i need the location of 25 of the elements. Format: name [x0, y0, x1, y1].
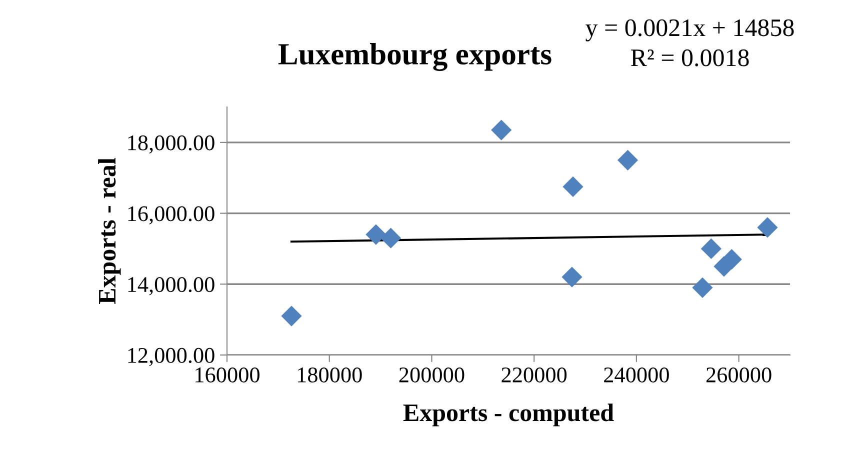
point [380, 228, 402, 248]
y-tick-label: 14,000.00 [128, 277, 214, 296]
point [617, 150, 638, 170]
x-tick-label: 240000 [604, 367, 669, 382]
point [491, 120, 512, 140]
y-tick-label: 18,000.00 [128, 135, 214, 154]
text: R² = 0.0018 [630, 49, 749, 66]
point [366, 224, 386, 245]
point [757, 217, 778, 238]
x-axis-title: Exports - computed [403, 404, 614, 426]
chart-title: Luxembourg exports [278, 43, 552, 71]
x-tick-label: 260000 [706, 367, 772, 382]
x-tick-label: 200000 [399, 367, 464, 382]
y-tick-label: 12,000.00 [128, 348, 214, 366]
y-tick-label: 16,000.00 [128, 206, 214, 224]
point [692, 277, 713, 298]
x-tick-label: 160000 [196, 367, 260, 382]
x-tick-label: 180000 [298, 367, 362, 382]
point [700, 238, 722, 260]
x-tick-label: 220000 [502, 367, 567, 382]
point [562, 176, 584, 198]
point [562, 266, 582, 288]
point [281, 306, 302, 326]
y-axis-title: Exports - real [98, 158, 121, 304]
text: y = 0.0021x + 14858 [586, 19, 794, 42]
